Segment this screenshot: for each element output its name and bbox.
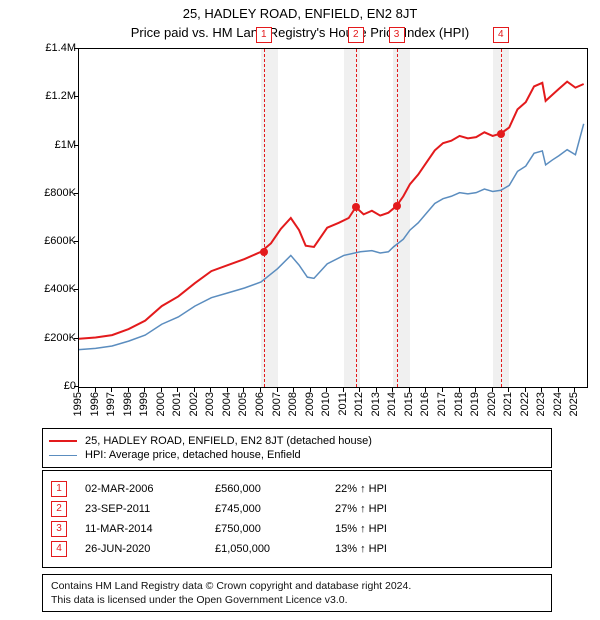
transactions-table: 1 02-MAR-2006£560,00022% ↑ HPI 2 23-SEP-201…	[42, 470, 552, 568]
x-axis-label: 2008	[287, 392, 299, 416]
transaction-date: 02-MAR-2006	[85, 483, 215, 495]
x-axis-label: 2025	[568, 392, 580, 416]
x-axis-label: 2016	[419, 392, 431, 416]
chart-container: 1234 £0£200K£400K£600K£800K£1M£1.2M£1.4M…	[36, 48, 594, 418]
y-axis-label: £1.4M	[36, 42, 76, 54]
x-axis-label: 2017	[436, 392, 448, 416]
transaction-price: £750,000	[215, 523, 335, 535]
transaction-point-2	[352, 203, 360, 211]
transaction-row: 3 11-MAR-2014£750,00015% ↑ HPI	[51, 521, 543, 537]
transaction-pct-vs-hpi: 22% ↑ HPI	[335, 483, 445, 495]
marker-box-4: 4	[493, 27, 509, 43]
y-axis-label: £800K	[36, 187, 76, 199]
transaction-price: £745,000	[215, 503, 335, 515]
footer-attribution: Contains HM Land Registry data © Crown c…	[42, 574, 552, 612]
transaction-date: 26-JUN-2020	[85, 543, 215, 555]
x-axis-label: 2006	[254, 392, 266, 416]
y-axis-label: £200K	[36, 332, 76, 344]
series-hpi	[79, 124, 584, 350]
legend-swatch	[49, 440, 77, 442]
transaction-pct-vs-hpi: 13% ↑ HPI	[335, 543, 445, 555]
marker-box-3: 3	[389, 27, 405, 43]
y-axis-label: £0	[36, 380, 76, 392]
chart-plot: 1234	[78, 48, 588, 388]
legend-row: 25, HADLEY ROAD, ENFIELD, EN2 8JT (detac…	[49, 435, 545, 447]
footer-line-2: This data is licensed under the Open Gov…	[51, 593, 543, 607]
transaction-marker-box: 4	[51, 541, 67, 557]
transaction-marker-box: 3	[51, 521, 67, 537]
x-axis-label: 1995	[72, 392, 84, 416]
x-axis-label: 1997	[105, 392, 117, 416]
x-axis-label: 2020	[486, 392, 498, 416]
x-axis-label: 2024	[552, 392, 564, 416]
transaction-price: £1,050,000	[215, 543, 335, 555]
y-axis-label: £1.2M	[36, 90, 76, 102]
x-axis-label: 2014	[386, 392, 398, 416]
legend-label: HPI: Average price, detached house, Enfi…	[85, 449, 301, 461]
x-axis-label: 1999	[138, 392, 150, 416]
y-axis-label: £1M	[36, 139, 76, 151]
x-axis-label: 2021	[502, 392, 514, 416]
transaction-point-4	[497, 130, 505, 138]
marker-box-2: 2	[348, 27, 364, 43]
transaction-date: 23-SEP-2011	[85, 503, 215, 515]
x-axis-label: 2013	[370, 392, 382, 416]
page-title-address: 25, HADLEY ROAD, ENFIELD, EN2 8JT	[0, 0, 600, 21]
transaction-point-1	[260, 248, 268, 256]
x-axis-label: 2022	[519, 392, 531, 416]
y-axis-label: £400K	[36, 283, 76, 295]
transaction-point-3	[393, 202, 401, 210]
transaction-marker-box: 2	[51, 501, 67, 517]
transaction-pct-vs-hpi: 15% ↑ HPI	[335, 523, 445, 535]
x-axis-label: 2011	[337, 392, 349, 416]
x-axis-label: 2001	[171, 392, 183, 416]
transaction-date: 11-MAR-2014	[85, 523, 215, 535]
transaction-row: 4 26-JUN-2020£1,050,00013% ↑ HPI	[51, 541, 543, 557]
x-axis-label: 2000	[155, 392, 167, 416]
transaction-price: £560,000	[215, 483, 335, 495]
transaction-marker-box: 1	[51, 481, 67, 497]
transaction-row: 2 23-SEP-2011£745,00027% ↑ HPI	[51, 501, 543, 517]
legend-label: 25, HADLEY ROAD, ENFIELD, EN2 8JT (detac…	[85, 435, 372, 447]
legend-box: 25, HADLEY ROAD, ENFIELD, EN2 8JT (detac…	[42, 428, 552, 468]
x-axis-label: 2010	[320, 392, 332, 416]
transaction-row: 1 02-MAR-2006£560,00022% ↑ HPI	[51, 481, 543, 497]
footer-line-1: Contains HM Land Registry data © Crown c…	[51, 579, 543, 593]
legend-row: HPI: Average price, detached house, Enfi…	[49, 449, 545, 461]
series-price_paid	[79, 82, 584, 339]
x-axis-label: 2019	[469, 392, 481, 416]
x-axis-label: 2015	[403, 392, 415, 416]
page-subtitle: Price paid vs. HM Land Registry's House …	[0, 21, 600, 44]
x-axis-label: 2009	[304, 392, 316, 416]
x-axis-label: 2005	[237, 392, 249, 416]
y-axis-label: £600K	[36, 235, 76, 247]
x-axis-label: 2023	[535, 392, 547, 416]
x-axis-label: 2004	[221, 392, 233, 416]
x-axis-label: 2018	[453, 392, 465, 416]
x-axis-label: 2003	[204, 392, 216, 416]
x-axis-label: 2002	[188, 392, 200, 416]
x-axis-label: 2012	[353, 392, 365, 416]
marker-box-1: 1	[256, 27, 272, 43]
x-axis-label: 2007	[271, 392, 283, 416]
x-axis-label: 1996	[89, 392, 101, 416]
transaction-pct-vs-hpi: 27% ↑ HPI	[335, 503, 445, 515]
legend-swatch	[49, 455, 77, 456]
x-axis-label: 1998	[122, 392, 134, 416]
